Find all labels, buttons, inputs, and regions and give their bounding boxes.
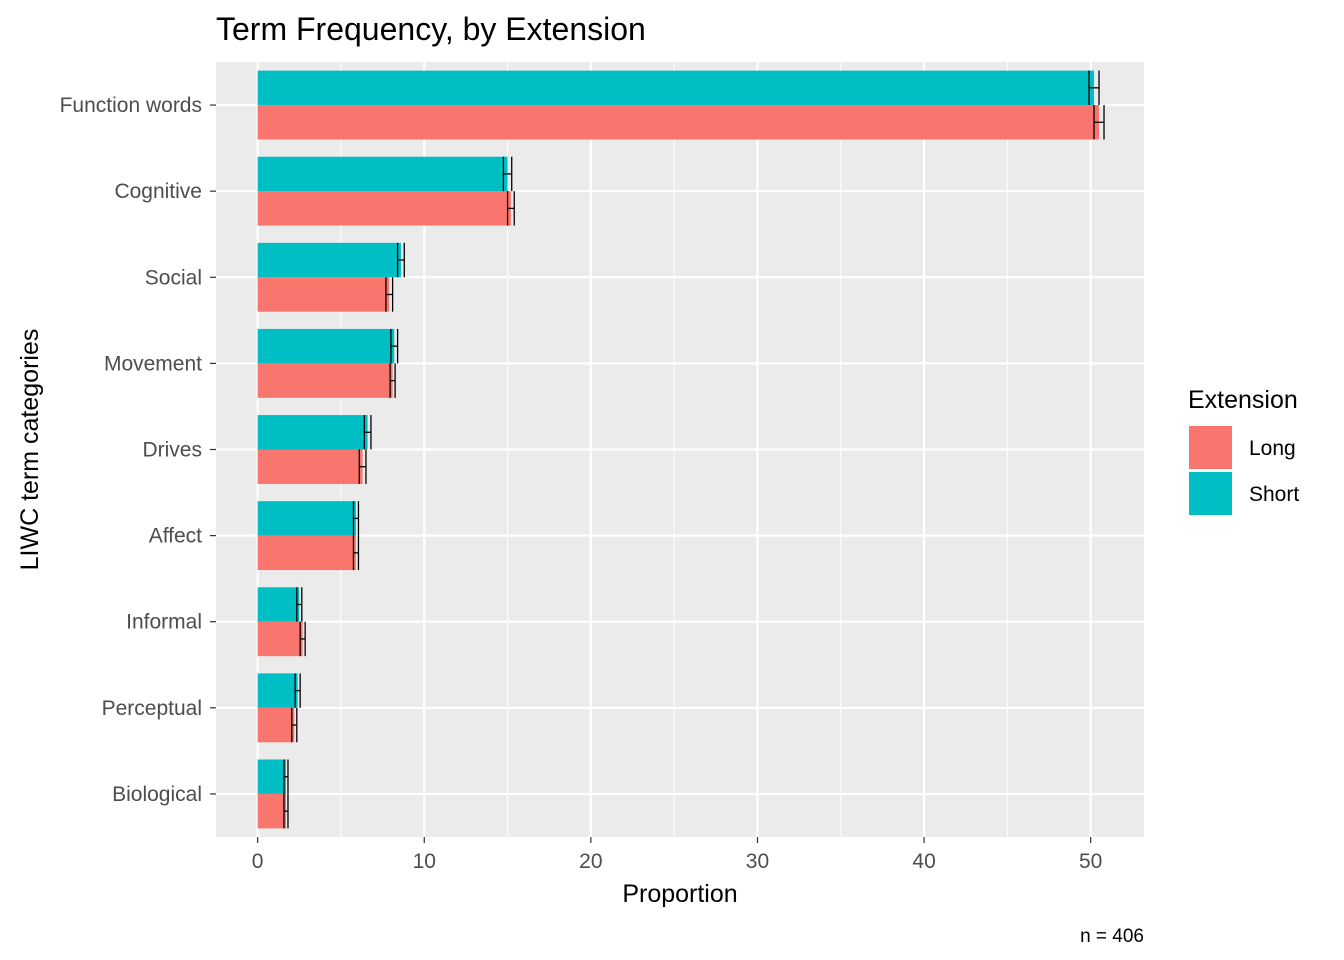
y-tick-label: Movement: [104, 352, 202, 375]
bar-short: [257, 501, 356, 536]
bar-long: [257, 277, 390, 312]
bar-long: [257, 707, 295, 743]
bar-long: [257, 449, 363, 484]
y-tick-label: Perceptual: [102, 697, 202, 720]
bar-short: [257, 759, 286, 794]
chart-title: Term Frequency, by Extension: [216, 11, 646, 47]
bar-short: [257, 415, 368, 450]
legend-label-short: Short: [1249, 483, 1299, 506]
bar-short: [257, 156, 508, 192]
x-tick-label: 30: [746, 850, 769, 873]
legend-label-long: Long: [1249, 437, 1296, 460]
y-tick-label: Informal: [126, 611, 202, 634]
bar-short: [257, 673, 298, 708]
y-axis-title: LIWC term categories: [16, 329, 44, 571]
legend-key-long: [1189, 426, 1232, 469]
bar-short: [257, 242, 401, 278]
x-tick-label: 50: [1079, 850, 1102, 873]
bar-long: [257, 793, 286, 829]
y-tick-label: Affect: [149, 525, 202, 548]
bar-long: [257, 105, 1100, 140]
x-axis: 0 10 20 30 40 50: [252, 837, 1102, 873]
y-tick-label: Cognitive: [114, 180, 202, 203]
legend: Extension Long Short: [1188, 386, 1299, 515]
x-tick-label: 20: [579, 850, 602, 873]
y-tick-label: Social: [145, 266, 202, 289]
x-axis-title: Proportion: [622, 880, 737, 908]
bar-long: [257, 363, 393, 398]
y-tick-label: Function words: [60, 94, 202, 117]
legend-title: Extension: [1188, 386, 1298, 414]
legend-key-short: [1189, 472, 1232, 515]
x-tick-label: 40: [912, 850, 935, 873]
y-tick-label: Biological: [112, 783, 202, 806]
bar-short: [257, 587, 300, 622]
x-tick-label: 10: [413, 850, 436, 873]
caption: n = 406: [1080, 926, 1144, 947]
y-axis: Function words Cognitive Social Movement Dri…: [60, 94, 216, 806]
bar-short: [257, 328, 395, 364]
x-tick-label: 0: [252, 850, 264, 873]
bars: [257, 70, 1100, 829]
bar-long: [257, 191, 511, 226]
bar-long: [257, 535, 356, 571]
bar-long: [257, 621, 303, 657]
y-tick-label: Drives: [142, 439, 202, 462]
grid-major: [216, 62, 1144, 837]
error-bars: [283, 70, 1105, 829]
bar-short: [257, 70, 1095, 106]
